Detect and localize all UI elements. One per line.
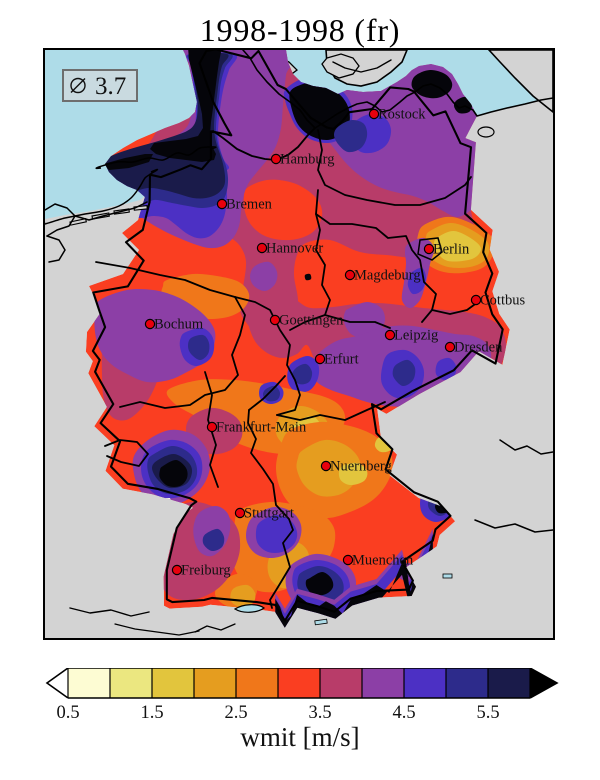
svg-text:Berlin: Berlin [433,242,470,258]
svg-text:Goettingen: Goettingen [279,313,344,329]
svg-text:Bremen: Bremen [226,197,273,213]
svg-text:4.5: 4.5 [392,703,415,723]
svg-text:Bochum: Bochum [154,317,204,333]
svg-text:Rostock: Rostock [378,107,426,123]
svg-text:Hamburg: Hamburg [280,152,335,168]
svg-text:Hannover: Hannover [266,241,323,257]
svg-text:0.5: 0.5 [56,703,79,723]
svg-text:Cottbus: Cottbus [480,293,525,309]
svg-text:Muenchen: Muenchen [352,553,414,569]
svg-text:2.5: 2.5 [224,703,247,723]
svg-text:3.7: 3.7 [95,73,126,100]
svg-text:Magdeburg: Magdeburg [354,268,421,284]
svg-text:Leipzig: Leipzig [394,328,438,344]
svg-text:1.5: 1.5 [140,703,163,723]
svg-text:Stuttgart: Stuttgart [244,506,294,522]
svg-text:Erfurt: Erfurt [324,352,359,368]
svg-text:Frankfurt-Main: Frankfurt-Main [216,420,307,436]
svg-text:Freiburg: Freiburg [181,563,231,579]
svg-text:5.5: 5.5 [476,703,499,723]
svg-text:Dresden: Dresden [454,340,503,356]
svg-text:Nuernberg: Nuernberg [330,459,392,475]
svg-text:3.5: 3.5 [308,703,331,723]
